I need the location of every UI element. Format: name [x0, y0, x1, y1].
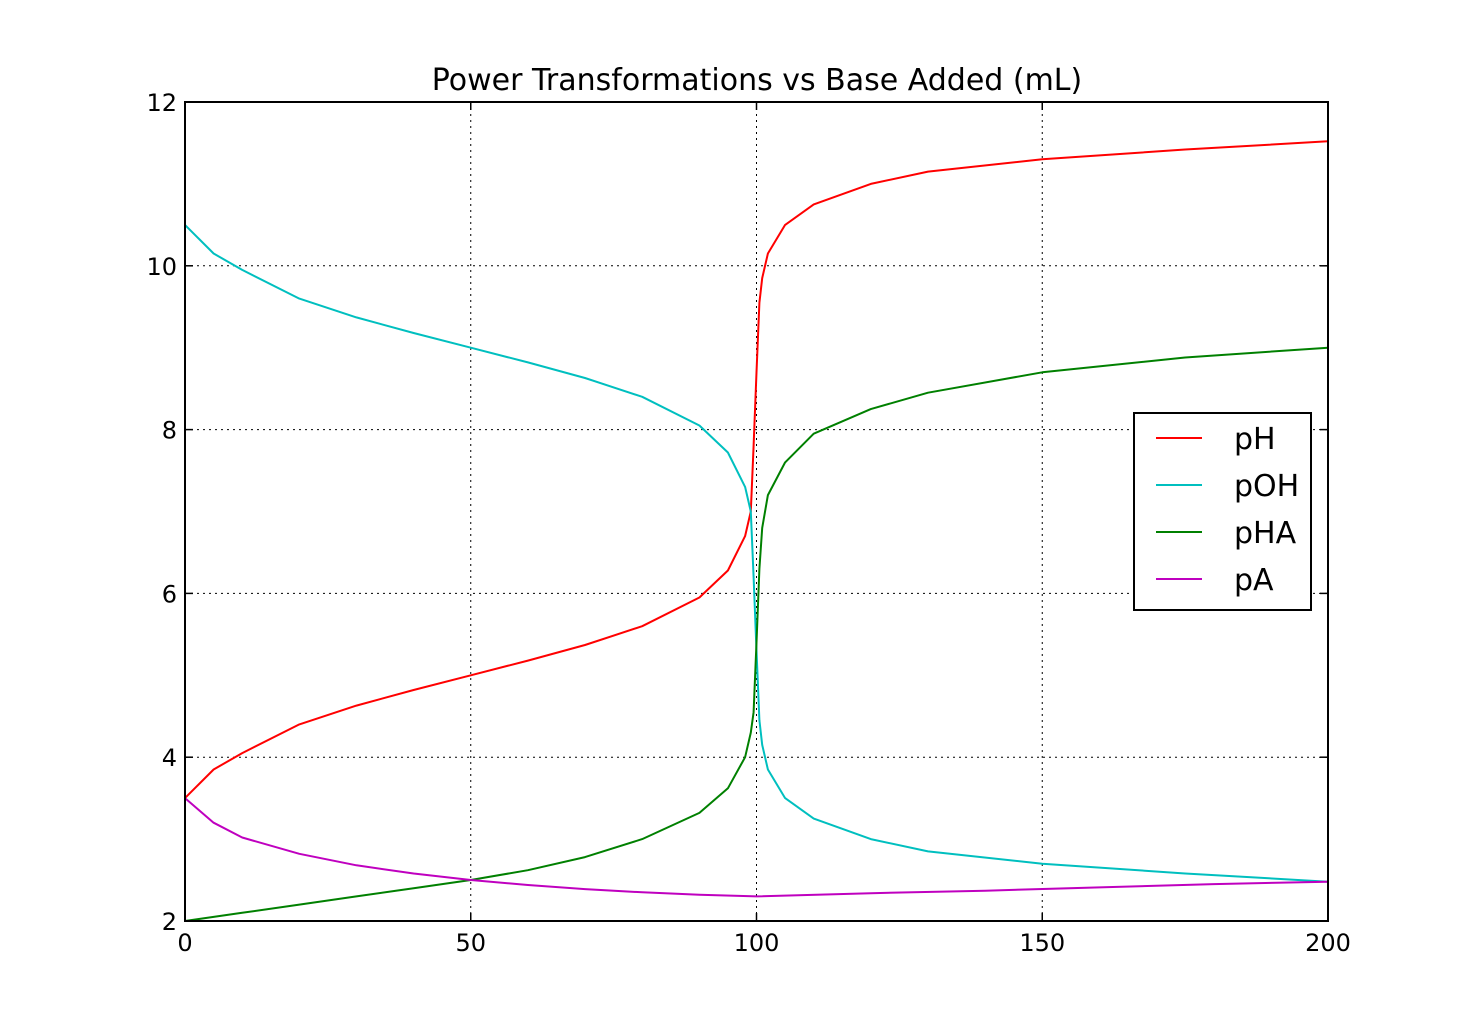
series-line-ph	[184, 140, 1329, 799]
legend: pH pOH pHA pA	[1133, 412, 1312, 611]
legend-box	[1133, 412, 1312, 611]
y-tick-label: 6	[162, 580, 177, 608]
x-tick-labels: 0 50 100 150 200	[177, 929, 1351, 957]
series-line-poh	[184, 224, 1329, 883]
plot-lines	[184, 140, 1329, 922]
x-tick-label: 100	[734, 929, 780, 957]
chart-title: Power Transformations vs Base Added (mL)	[432, 63, 1082, 98]
y-tick-label: 2	[162, 908, 177, 936]
y-tick-label: 4	[162, 744, 177, 772]
x-tick-label: 150	[1019, 929, 1065, 957]
x-tick-label: 50	[455, 929, 486, 957]
y-tick-label: 8	[162, 417, 177, 445]
legend-label-pha: pHA	[1234, 516, 1297, 551]
y-tick-label: 10	[146, 253, 177, 281]
legend-label-pa: pA	[1234, 563, 1274, 598]
y-tick-labels: 2 4 6 8 10 12	[146, 89, 177, 936]
series-line-pha	[184, 346, 1329, 922]
x-tick-label: 0	[177, 929, 192, 957]
series-line-pa	[184, 797, 1329, 898]
tick-marks	[184, 101, 1329, 922]
x-tick-label: 200	[1305, 929, 1351, 957]
y-tick-label: 12	[146, 89, 177, 117]
legend-label-poh: pOH	[1234, 469, 1299, 504]
legend-label-ph: pH	[1234, 422, 1276, 457]
